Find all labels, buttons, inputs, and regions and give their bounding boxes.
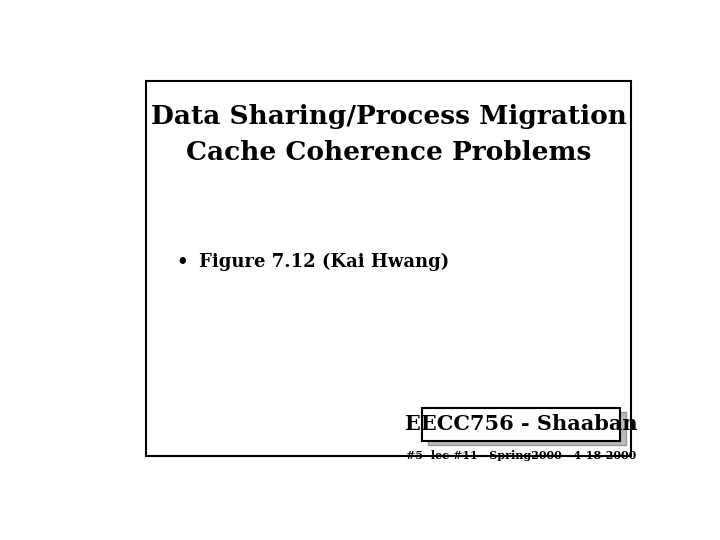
Text: Data Sharing/Process Migration: Data Sharing/Process Migration	[150, 104, 626, 129]
Text: EECC756 - Shaaban: EECC756 - Shaaban	[405, 415, 638, 435]
FancyBboxPatch shape	[422, 408, 620, 441]
Text: #5  lec #11   Spring2000   4-18-2000: #5 lec #11 Spring2000 4-18-2000	[406, 450, 636, 461]
Text: Cache Coherence Problems: Cache Coherence Problems	[186, 140, 591, 165]
Text: Figure 7.12 (Kai Hwang): Figure 7.12 (Kai Hwang)	[199, 253, 449, 272]
FancyBboxPatch shape	[145, 82, 631, 456]
Text: •: •	[176, 253, 188, 271]
FancyBboxPatch shape	[428, 412, 626, 445]
